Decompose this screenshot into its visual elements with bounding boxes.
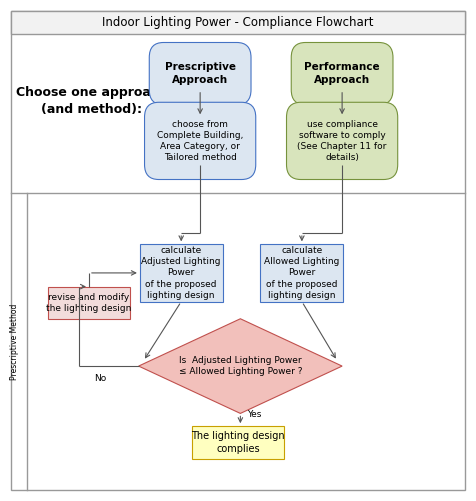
FancyBboxPatch shape bbox=[291, 43, 393, 105]
Text: Performance
Approach: Performance Approach bbox=[304, 63, 380, 85]
Text: Prescriptive Method: Prescriptive Method bbox=[10, 303, 19, 380]
FancyBboxPatch shape bbox=[11, 12, 465, 489]
Text: Yes: Yes bbox=[248, 410, 262, 419]
Text: Is  Adjusted Lighting Power
≤ Allowed Lighting Power ?: Is Adjusted Lighting Power ≤ Allowed Lig… bbox=[178, 356, 302, 376]
Text: revise and modify
the lighting design: revise and modify the lighting design bbox=[46, 293, 132, 313]
Text: calculate
Adjusted Lighting
Power
of the proposed
lighting design: calculate Adjusted Lighting Power of the… bbox=[141, 246, 221, 300]
FancyBboxPatch shape bbox=[145, 102, 256, 179]
FancyBboxPatch shape bbox=[149, 43, 251, 105]
FancyBboxPatch shape bbox=[260, 244, 343, 302]
Text: No: No bbox=[94, 374, 106, 383]
FancyBboxPatch shape bbox=[192, 426, 284, 458]
FancyBboxPatch shape bbox=[11, 12, 465, 34]
Polygon shape bbox=[139, 319, 342, 413]
Text: use compliance
software to comply
(See Chapter 11 for
details): use compliance software to comply (See C… bbox=[298, 120, 387, 162]
Text: choose from
Complete Building,
Area Category, or
Tailored method: choose from Complete Building, Area Cate… bbox=[157, 120, 243, 162]
Text: The lighting design
complies: The lighting design complies bbox=[191, 431, 285, 453]
Text: Choose one approach
(and method):: Choose one approach (and method): bbox=[16, 86, 167, 116]
Text: Indoor Lighting Power - Compliance Flowchart: Indoor Lighting Power - Compliance Flowc… bbox=[102, 16, 374, 29]
FancyBboxPatch shape bbox=[140, 244, 223, 302]
FancyBboxPatch shape bbox=[48, 287, 130, 319]
Text: Prescriptive
Approach: Prescriptive Approach bbox=[165, 63, 236, 85]
FancyBboxPatch shape bbox=[287, 102, 398, 179]
Text: calculate
Allowed Lighting
Power
of the proposed
lighting design: calculate Allowed Lighting Power of the … bbox=[264, 246, 339, 300]
